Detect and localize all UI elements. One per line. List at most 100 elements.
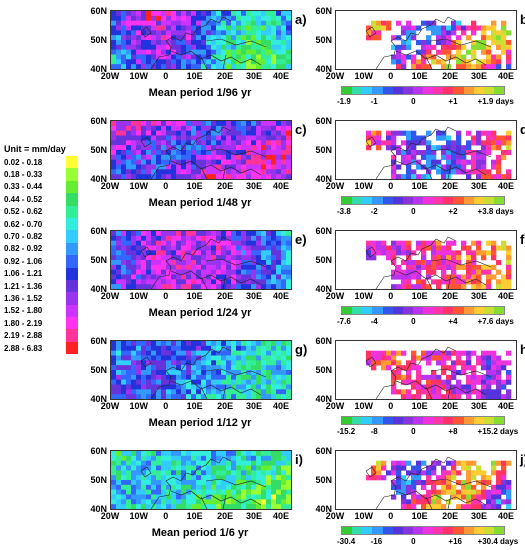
- legend-item: 1.06 - 1.21: [4, 267, 78, 280]
- longitude-label: 10W: [354, 401, 374, 411]
- latitude-label: 60N: [315, 336, 332, 346]
- legend-range: 1.21 - 1.36: [4, 281, 43, 291]
- amplitude-map: [110, 340, 292, 400]
- amplitude-map: [110, 120, 292, 180]
- colorbar-cell: [443, 307, 454, 314]
- longitude-label: 20W: [325, 71, 345, 81]
- latitude-label: 50N: [90, 35, 107, 45]
- colorbar-cell: [412, 307, 423, 314]
- longitude-label: 20W: [325, 511, 345, 521]
- colorbar-cell: [463, 87, 474, 94]
- phase-colorbar: [341, 86, 505, 95]
- legend-range: 1.06 - 1.21: [4, 269, 43, 279]
- colorbar-tick: 0: [411, 317, 416, 326]
- longitude-label: 20W: [100, 401, 120, 411]
- coastline: [365, 236, 492, 289]
- longitude-label: 20W: [100, 181, 120, 191]
- colorbar-cell: [463, 197, 474, 204]
- legend-swatch: [66, 317, 78, 330]
- longitude-label: 10W: [129, 401, 149, 411]
- colorbar-tick: +3.8 days: [477, 207, 514, 216]
- latitude-label: 50N: [315, 475, 332, 485]
- legend-item: 1.52 - 1.80: [4, 304, 78, 318]
- longitude-label: 40E: [272, 401, 289, 411]
- colorbar-cell: [402, 417, 413, 424]
- colorbar-cell: [493, 197, 504, 204]
- colorbar-cell: [412, 527, 423, 534]
- colorbar-cell: [493, 307, 504, 314]
- latitude-label: 50N: [90, 145, 107, 155]
- panel-letter: b): [520, 12, 525, 27]
- longitude-label: 10W: [129, 291, 149, 301]
- legend-range: 0.02 - 0.18: [4, 157, 43, 167]
- colorbar-tick: -1: [370, 97, 378, 106]
- colorbar-cell: [372, 527, 383, 534]
- latitude-label: 60N: [315, 6, 332, 16]
- latitude-label: 60N: [90, 116, 107, 126]
- longitude-label: 10W: [129, 511, 149, 521]
- latitude-label: 60N: [90, 6, 107, 16]
- longitude-label: 40E: [497, 511, 514, 521]
- colorbar-cell: [473, 527, 484, 534]
- longitude-label: 40E: [272, 181, 289, 191]
- latitude-label: 60N: [90, 446, 107, 456]
- legend-rows: 0.02 - 0.18 0.18 - 0.33 0.33 - 0.44 0.44 - …: [4, 156, 78, 355]
- amplitude-map: [110, 450, 292, 510]
- colorbar-cell: [342, 527, 353, 534]
- colorbar-cell: [412, 417, 423, 424]
- legend-range: 1.52 - 1.80: [4, 306, 43, 316]
- panel-title: Mean period 1/96 yr: [148, 87, 252, 99]
- longitude-label: 30E: [470, 181, 487, 191]
- panel-title: Mean period 1/24 yr: [148, 307, 252, 319]
- colorbar-cell: [423, 197, 434, 204]
- colorbar-tick: -4: [370, 317, 378, 326]
- colorbar-tick: +16: [448, 537, 462, 546]
- colorbar-cell: [423, 417, 434, 424]
- latitude-label: 40N: [315, 284, 332, 294]
- legend-swatch: [66, 156, 78, 169]
- legend-range: 0.52 - 0.62: [4, 207, 43, 217]
- latitude-label: 50N: [90, 475, 107, 485]
- colorbar-cell: [372, 307, 383, 314]
- colorbar-tick: 0: [411, 537, 416, 546]
- legend-item: 2.19 - 2.88: [4, 329, 78, 342]
- colorbar-cell: [453, 527, 464, 534]
- colorbar-cell: [412, 87, 423, 94]
- colorbar-cell: [463, 417, 474, 424]
- colorbar-tick: -30.4: [337, 537, 356, 546]
- legend-swatch: [66, 304, 78, 318]
- colorbar-cell: [483, 87, 494, 94]
- colorbar-cell: [362, 307, 373, 314]
- colorbar-cell: [342, 307, 353, 314]
- longitude-label: 20W: [325, 181, 345, 191]
- colorbar-cell: [433, 197, 444, 204]
- colorbar-cell: [352, 87, 363, 94]
- legend-unit-label: Unit = mm/day: [4, 144, 66, 154]
- amplitude-map: [110, 230, 292, 290]
- panel-letter: d): [520, 122, 525, 137]
- colorbar-tick: -8: [370, 427, 378, 436]
- colorbar-cell: [402, 197, 413, 204]
- longitude-label: 20E: [442, 71, 459, 81]
- longitude-label: 30E: [470, 511, 487, 521]
- colorbar-tick: +2: [448, 207, 458, 216]
- legend-item: 0.02 - 0.18: [4, 156, 78, 169]
- latitude-label: 50N: [315, 365, 332, 375]
- latitude-label: 60N: [315, 116, 332, 126]
- legend-item: 0.70 - 0.82: [4, 230, 78, 243]
- latitude-label: 50N: [315, 255, 332, 265]
- longitude-label: 10E: [186, 71, 203, 81]
- legend-swatch: [66, 205, 78, 218]
- panel-letter: c): [295, 122, 307, 137]
- colorbar-cell: [382, 197, 393, 204]
- colorbar-cell: [392, 307, 403, 314]
- colorbar-cell: [362, 527, 373, 534]
- colorbar-tick: -2: [370, 207, 378, 216]
- colorbar-cell: [463, 527, 474, 534]
- longitude-label: 10E: [411, 291, 428, 301]
- colorbar-cell: [433, 417, 444, 424]
- panel-letter: g): [295, 342, 308, 357]
- latitude-label: 50N: [315, 35, 332, 45]
- longitude-label: 30E: [245, 401, 262, 411]
- colorbar-cell: [423, 307, 434, 314]
